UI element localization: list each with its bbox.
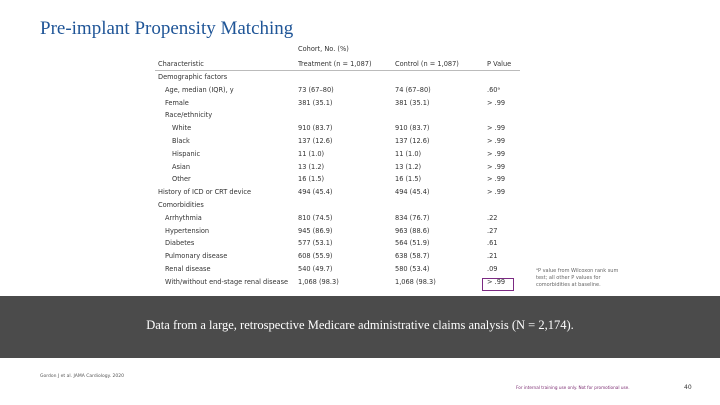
cell-value: 945 (86.9) <box>298 226 333 235</box>
row-label: Black <box>172 137 190 145</box>
group-header: Cohort, No. (%) <box>298 45 349 53</box>
cell-value: > .99 <box>487 162 506 171</box>
footnote: ᵃP value from Wilcoxon rank sum test; al… <box>536 268 619 288</box>
cell-value: 1,068 (98.3) <box>298 277 339 286</box>
cell-value: 577 (53.1) <box>298 239 333 248</box>
cell-value: 910 (83.7) <box>395 124 430 133</box>
header-rule <box>155 70 520 71</box>
cell-value: 16 (1.5) <box>298 175 325 184</box>
row-label: Hispanic <box>172 149 201 158</box>
cell-value: .60ᵃ <box>487 85 501 94</box>
banner <box>0 296 720 358</box>
cell-value: > .99 <box>487 124 506 133</box>
cell-value: .09 <box>487 265 498 273</box>
cell-value: 74 (67–80) <box>395 85 431 94</box>
row-label: Female <box>165 98 189 107</box>
cell-value: 73 (67–80) <box>298 85 334 94</box>
cell-value: 11 (1.0) <box>395 149 422 158</box>
cell-value: 381 (35.1) <box>395 98 430 107</box>
cell-value: 494 (45.4) <box>395 188 430 197</box>
cell-value: 564 (51.9) <box>395 239 430 248</box>
cell-value: 910 (83.7) <box>298 124 333 133</box>
row-label: Pulmonary disease <box>165 252 228 261</box>
highlight-box <box>482 278 514 291</box>
row-label: History of ICD or CRT device <box>158 188 252 197</box>
page-number: 40 <box>684 384 692 391</box>
cell-value: .61 <box>487 239 498 248</box>
column-header: Control (n = 1,087) <box>395 60 459 68</box>
row-label: Other <box>172 175 191 184</box>
cell-value: > .99 <box>487 277 506 286</box>
cell-value: 494 (45.4) <box>298 188 333 197</box>
row-label: Hypertension <box>165 226 210 235</box>
row-label: Diabetes <box>165 239 195 248</box>
cell-value: 137 (12.6) <box>395 137 430 145</box>
row-label: Renal disease <box>165 265 211 273</box>
citation: Gordon J et al. JAMA Cardiology. 2020 <box>40 374 124 379</box>
cell-value: > .99 <box>487 175 506 184</box>
row-label: Arrhythmia <box>165 213 202 222</box>
cell-value: 580 (53.4) <box>395 265 430 273</box>
cell-value: > .99 <box>487 137 506 145</box>
row-label: Asian <box>172 162 190 171</box>
cell-value: 1,068 (98.3) <box>395 277 436 286</box>
cell-value: 13 (1.2) <box>395 162 422 171</box>
cell-value: 540 (49.7) <box>298 265 333 273</box>
banner-text: Data from a large, retrospective Medicar… <box>146 318 574 332</box>
cell-value: 137 (12.6) <box>298 137 333 145</box>
cell-value: > .99 <box>487 188 506 197</box>
cell-value: .21 <box>487 252 498 261</box>
section-label: Demographic factors <box>158 73 228 81</box>
cell-value: 381 (35.1) <box>298 98 333 107</box>
cell-value: 963 (88.6) <box>395 226 430 235</box>
cell-value: 608 (55.9) <box>298 252 333 261</box>
cell-value: .27 <box>487 226 498 235</box>
cell-value: > .99 <box>487 149 506 158</box>
column-header: P Value <box>487 60 512 68</box>
row-label: White <box>172 124 192 133</box>
slide-title: Pre-implant Propensity Matching <box>40 18 294 39</box>
column-header: Characteristic <box>158 60 204 68</box>
cell-value: 834 (76.7) <box>395 213 430 222</box>
cell-value: > .99 <box>487 98 506 107</box>
row-label: Age, median (IQR), y <box>165 85 234 94</box>
legal-text: For internal training use only. Not for … <box>516 385 630 390</box>
cell-value: 11 (1.0) <box>298 149 325 158</box>
row-label: With/without end-stage renal disease <box>165 277 289 286</box>
cell-value: 16 (1.5) <box>395 175 422 184</box>
cell-value: 810 (74.5) <box>298 213 333 222</box>
cell-value: 638 (58.7) <box>395 252 430 261</box>
section-label: Comorbidities <box>158 201 204 209</box>
column-header: Treatment (n = 1,087) <box>298 60 372 68</box>
section-label: Race/ethnicity <box>165 111 213 120</box>
cell-value: 13 (1.2) <box>298 162 325 171</box>
cell-value: .22 <box>487 213 498 222</box>
